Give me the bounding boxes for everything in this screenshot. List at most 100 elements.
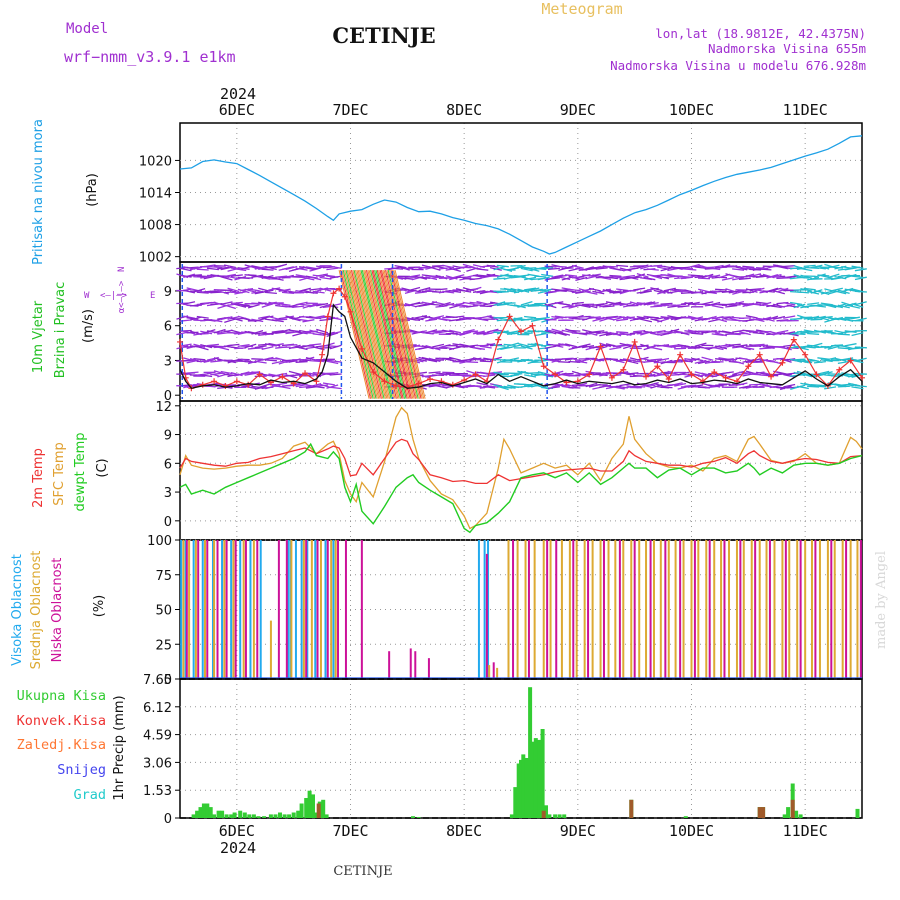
wind-arrow: [213, 370, 226, 375]
wind-arrow: [670, 382, 683, 387]
wind-storm-streak: [370, 269, 401, 399]
ytick-label: 0: [164, 389, 172, 404]
wind-arrow: [701, 301, 714, 306]
wind-arrow: [721, 302, 734, 306]
gust-marker: [341, 293, 348, 300]
gust-marker: [279, 373, 286, 380]
total-rain-bar: [224, 814, 229, 818]
cloud-high-label: Visoka Oblacnost: [10, 554, 25, 666]
wind-arrow: [254, 265, 267, 270]
wind-arrow: [817, 316, 830, 321]
wind-arrow: [609, 301, 622, 306]
wind-arrow: [653, 316, 666, 321]
wind-arrow: [749, 373, 762, 376]
footer-credit: made by Angel: [874, 551, 889, 649]
wind-arrow: [183, 357, 196, 362]
wind-arrow: [299, 385, 312, 389]
wind-storm-streak: [372, 269, 404, 399]
wind-arrow: [752, 318, 765, 323]
ytick-label: 9: [164, 285, 172, 300]
wind-arrow: [657, 275, 670, 280]
wind-arrow: [176, 345, 189, 350]
wind-arrow: [479, 345, 492, 349]
wind-arrow: [179, 359, 192, 362]
wind-storm-streak: [352, 269, 384, 399]
wind-arrow: [575, 360, 588, 364]
wind-arrow: [319, 276, 332, 280]
wind-arrow: [408, 318, 421, 322]
wind-arrow: [602, 305, 615, 308]
wind-arrow: [578, 373, 591, 378]
wind-arrow: [295, 301, 308, 306]
wind-arrow: [847, 316, 861, 320]
top-date-label: 10DEC: [669, 101, 714, 119]
pressure-unit: (hPa): [85, 173, 100, 207]
ytick-label: 1008: [139, 219, 172, 234]
wind-arrow: [646, 268, 659, 271]
wind-storm-streak: [383, 269, 415, 399]
wind-arrow: [196, 268, 209, 271]
wind-arrow: [326, 332, 339, 338]
wind-arrow: [622, 274, 635, 278]
wind-arrow: [595, 302, 608, 307]
wind-arrow: [575, 290, 588, 294]
wind-arrow: [261, 303, 274, 308]
wind-arrow: [268, 331, 281, 335]
wind-arrow: [616, 344, 629, 348]
legend-freezing-rain: Zaledj.Kisa: [17, 737, 106, 753]
wind-arrow: [466, 361, 479, 364]
total-rain-bar: [416, 817, 421, 818]
wind-arrow: [565, 274, 578, 277]
total-rain-bar: [528, 687, 533, 818]
wind-arrow: [326, 384, 339, 389]
temp-2m-label: 2m Temp: [31, 448, 46, 508]
wind-arrow: [524, 276, 537, 281]
wind-arrow: [738, 371, 751, 374]
wind-arrow: [537, 289, 550, 294]
wind-arrow: [619, 267, 632, 272]
wind-arrow: [803, 264, 816, 268]
top-date-label: 9DEC: [560, 101, 596, 119]
wind-arrow: [329, 373, 342, 376]
wind-arrow: [752, 343, 765, 346]
wind-arrow: [299, 276, 311, 282]
wind-arrow: [213, 301, 226, 307]
wind-arrow: [183, 301, 196, 305]
wind-arrow: [732, 276, 745, 281]
wind-arrow: [394, 264, 407, 269]
panel-3: 0 25 50 75 100: [147, 534, 863, 688]
total-rain-bar: [547, 814, 552, 818]
wind-arrow: [210, 372, 223, 376]
wind-arrow: [544, 303, 557, 309]
gust-marker: [319, 351, 326, 358]
wind-arrow: [244, 343, 257, 349]
meteogram-title: Meteogram: [541, 0, 622, 18]
wind-arrow: [428, 371, 441, 374]
wind-compass: W <—|—> E α<—|—> N: [84, 267, 155, 314]
wind-arrow: [813, 304, 826, 308]
wind-arrow: [435, 330, 448, 334]
wind-arrow: [486, 290, 499, 294]
wind-arrow: [820, 316, 833, 319]
gust-marker: [438, 378, 445, 385]
bottom-date-label: 7DEC: [332, 822, 368, 840]
wind-arrow: [227, 287, 240, 293]
wind-arrow: [500, 346, 513, 350]
sfc-temp-line: [179, 406, 863, 530]
wind-arrow: [575, 382, 588, 388]
wind-arrow: [227, 302, 240, 306]
total-rain-bar: [198, 807, 203, 818]
top-date-label: 8DEC: [446, 101, 482, 119]
convective-rain-bar: [790, 799, 795, 818]
total-rain-bar: [296, 810, 301, 818]
wind-arrow: [592, 330, 605, 333]
total-rain-bar: [220, 810, 225, 818]
wind-arrow: [599, 276, 612, 281]
compass-west: W: [84, 291, 90, 301]
wind-arrow: [425, 318, 438, 322]
wind-arrow: [742, 265, 755, 269]
wind-arrow: [813, 360, 826, 364]
wind-arrow: [827, 345, 840, 350]
wind-arrow: [281, 359, 295, 362]
wind-storm-streak: [342, 269, 374, 399]
